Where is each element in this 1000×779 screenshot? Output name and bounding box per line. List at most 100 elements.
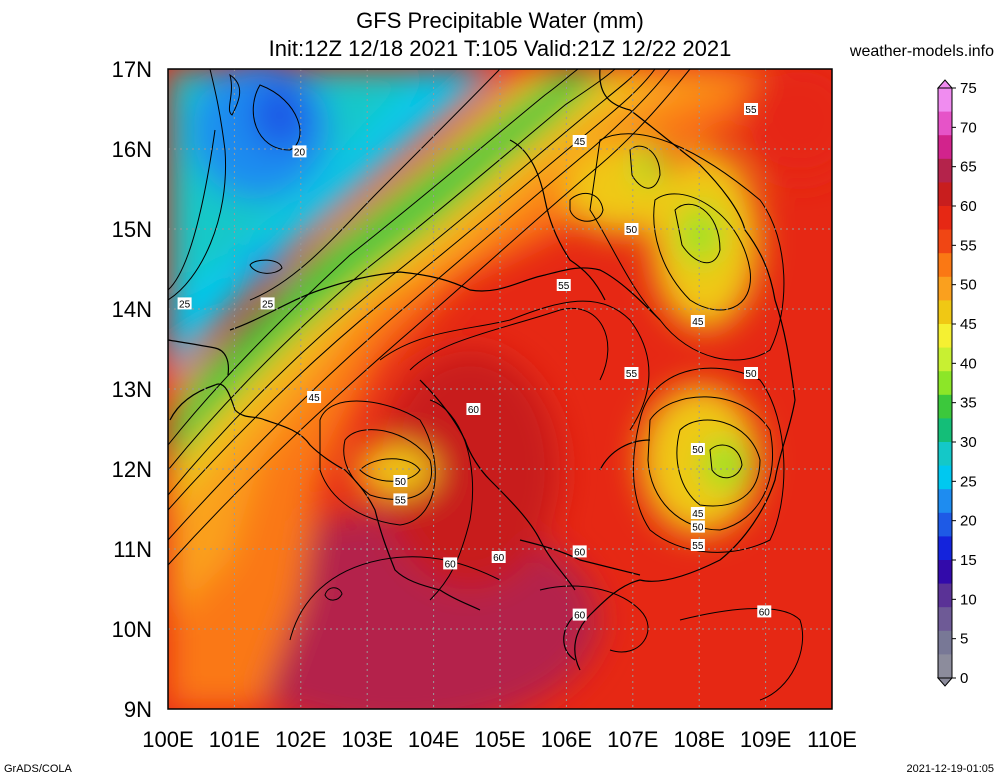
colorbar-max-arrow [936,79,954,89]
svg-text:45: 45 [309,393,321,404]
colorbar-swatch [938,489,952,514]
contour-label: 25 [177,297,192,310]
colorbar-swatch [938,182,952,207]
contour-label: 25 [260,297,275,310]
contour-label: 55 [556,279,571,292]
svg-text:60: 60 [445,559,457,570]
svg-text:45: 45 [574,137,586,148]
svg-text:60: 60 [574,547,586,558]
contour-label: 60 [491,551,506,564]
svg-text:25: 25 [262,299,274,310]
svg-text:60: 60 [493,553,505,564]
colorbar-swatch [938,560,952,585]
contour-label: 45 [690,507,705,520]
colorbar-label: 50 [960,277,977,294]
coastlines [168,69,796,671]
lat-tick-label: 9N [124,697,152,722]
colorbar-swatch [938,206,952,231]
axis-labels: 17N 16N 15N 14N 13N 12N 11N 10N 9N 100E 101E 102E 10… [112,57,857,752]
svg-text:55: 55 [692,541,704,552]
colorbar-swatch [938,229,952,254]
colorbar-swatch [938,111,952,136]
contour-label: 55 [743,103,758,116]
colorbar-swatch [938,630,952,655]
contour-label: 45 [572,135,587,148]
svg-text:55: 55 [745,105,757,116]
contour-label: 50 [393,475,408,488]
contour-label: 60 [443,557,458,570]
contour-lines [168,69,804,701]
lon-tick-label: 107E [607,727,658,752]
lon-tick-label: 108E [674,727,725,752]
colorbar-label: 10 [960,591,977,608]
map-frame [167,68,833,710]
map-subtitle: Init:12Z 12/18 2021 T:105 Valid:21Z 12/2… [268,36,732,61]
colorbar-swatch [938,607,952,632]
lon-tick-label: 105E [474,727,525,752]
colorbar-label: 45 [960,316,977,333]
svg-text:60: 60 [468,405,480,416]
contour-label: 60 [757,605,772,618]
contour-label: 50 [690,520,705,534]
colorbar-label: 70 [960,119,977,136]
colorbar-label: 65 [960,159,977,176]
colorbar-swatch [938,300,952,325]
svg-text:45: 45 [692,509,704,520]
colorbar-label: 60 [960,198,977,215]
lon-tick-label: 104E [408,727,459,752]
svg-text:60: 60 [759,607,771,618]
lat-tick-label: 14N [112,297,152,322]
lon-tick-label: 101E [209,727,260,752]
colorbar-swatch [938,253,952,278]
svg-text:50: 50 [745,369,757,380]
svg-text:55: 55 [395,495,407,506]
lat-tick-label: 11N [113,537,152,562]
lon-tick-label: 100E [142,727,193,752]
contour-label: 45 [690,315,705,328]
colorbar-swatch [938,654,952,679]
colorbar-min-arrow [936,677,954,687]
colorbar-swatch [938,135,952,160]
lon-tick-label: 106E [541,727,592,752]
colorbar-label: 35 [960,395,977,412]
svg-text:20: 20 [294,147,306,158]
colorbar-swatch [938,442,952,467]
lon-tick-label: 109E [740,727,791,752]
contour-label: 50 [743,367,758,380]
contour-label: 55 [690,539,705,552]
colorbar-swatch [938,324,952,349]
colorbar-swatch [938,158,952,183]
lon-tick-label: 110E [807,727,857,752]
colorbar-swatch [938,371,952,396]
contour-label: 60 [466,403,481,416]
svg-text:55: 55 [558,281,570,292]
colorbar-swatch [938,347,952,372]
colorbar-label: 40 [960,355,977,372]
map-title: GFS Precipitable Water (mm) [356,8,644,33]
colorbar-label: 5 [960,631,968,648]
svg-text:45: 45 [692,317,704,328]
lat-tick-label: 10N [112,617,152,642]
colorbar-swatch [938,583,952,608]
lat-tick-label: 15N [112,217,152,242]
contour-label: 55 [624,367,639,380]
colorbar-label: 30 [960,434,977,451]
contour-labels: 20 25 25 45 45 50 55 45 55 55 50 60 50 50 55 45 50 55 60 60… [177,103,772,622]
lon-tick-label: 103E [342,727,393,752]
contour-label: 60 [572,608,587,622]
lat-tick-label: 17N [112,57,152,82]
contour-label: 20 [292,145,307,158]
svg-text:50: 50 [395,477,407,488]
contour-label: 50 [690,443,705,456]
contour-label: 50 [624,223,639,236]
contour-label: 60 [572,545,587,558]
colorbar-swatch [938,512,952,537]
lon-tick-label: 102E [275,727,326,752]
gridlines [168,69,832,709]
colorbar-swatch [938,536,952,561]
colorbar-swatch [938,88,952,113]
colorbar-label: 15 [960,552,977,569]
colorbar-swatch [938,418,952,443]
